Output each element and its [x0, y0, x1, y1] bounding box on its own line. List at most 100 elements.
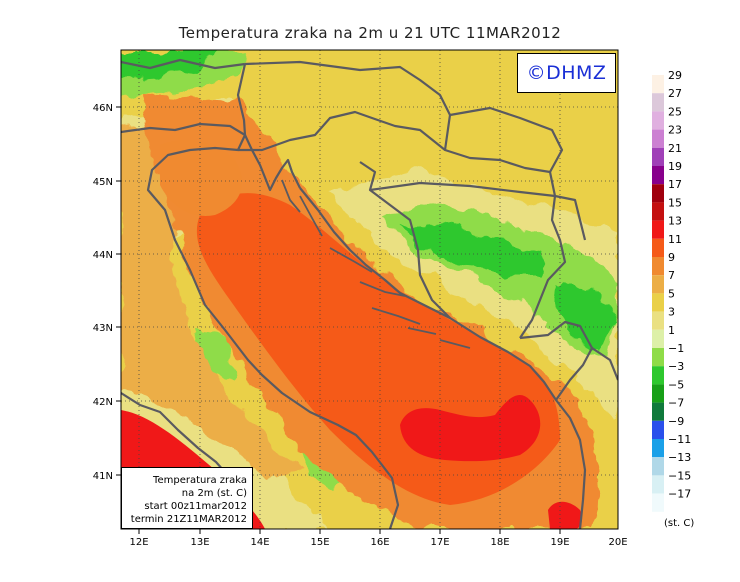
legend-swatch	[652, 348, 664, 367]
field-dark-green-alps	[121, 50, 220, 80]
legend-label: −11	[668, 433, 691, 446]
legend-unit: (st. C)	[664, 518, 695, 529]
legend-swatch	[652, 329, 664, 348]
legend-label: 21	[668, 142, 682, 155]
legend-swatch	[652, 402, 664, 421]
legend-swatch	[652, 420, 664, 439]
lon-label: 17E	[430, 537, 449, 548]
legend-label: 17	[668, 178, 682, 191]
legend-swatch	[652, 457, 664, 476]
legend-swatch	[652, 275, 664, 294]
coastline-italy	[121, 122, 400, 529]
legend-label: 13	[668, 215, 682, 228]
legend-swatch	[652, 111, 664, 130]
field-north-adriatic-warm	[160, 140, 243, 216]
legend-label: 3	[668, 306, 675, 319]
legend-label: 11	[668, 233, 682, 246]
legend-label: 29	[668, 69, 682, 82]
legend-swatch	[652, 311, 664, 330]
legend-swatch	[652, 366, 664, 385]
info-line-unit: na 2m (st. C)	[181, 488, 247, 499]
axis-ticks	[116, 106, 561, 534]
legend-label: 5	[668, 287, 675, 300]
coastlines	[121, 58, 618, 529]
border-kosovo-albania	[591, 347, 618, 381]
info-line-variable: Temperatura zraka	[153, 475, 247, 486]
info-line-start: start 00z11mar2012	[144, 501, 247, 512]
lon-label: 13E	[190, 537, 209, 548]
legend-label: 7	[668, 269, 675, 282]
border-slovenia-croatia	[238, 110, 587, 241]
lon-label: 16E	[370, 537, 389, 548]
field-red-albania-coast	[548, 501, 583, 529]
lat-label: 46N	[93, 103, 113, 114]
legend-swatch	[652, 257, 664, 276]
field-dark-green-bosnia	[400, 222, 545, 275]
lon-label: 18E	[490, 537, 509, 548]
border-bosnia-north	[369, 181, 556, 198]
legend-swatch	[652, 166, 664, 185]
lon-labels: 12E 13E 14E 15E 16E 17E 18E 19E 20E	[129, 537, 627, 548]
border-montenegro	[519, 320, 594, 401]
legend-swatch	[652, 475, 664, 494]
legend-swatch	[652, 75, 664, 94]
legend-label: −17	[668, 488, 691, 501]
lat-label: 45N	[93, 177, 113, 188]
lat-label: 42N	[93, 397, 113, 408]
islands	[281, 179, 471, 349]
graticule	[121, 50, 618, 529]
coastline-dalmatia	[299, 187, 587, 529]
field-dark-green-montenegro	[555, 285, 615, 350]
legend-label: 1	[668, 324, 675, 337]
legend-label: −13	[668, 451, 691, 464]
coastline-italy-heel	[121, 392, 233, 481]
border-italy-alps	[121, 58, 246, 70]
legend-swatch	[652, 293, 664, 312]
border-slovenia-italy	[236, 63, 247, 136]
info-box: Temperatura zraka na 2m (st. C) start 00…	[121, 467, 253, 529]
dhmz-logo: ©DHMZ	[517, 53, 616, 93]
border-bosnia-serbia	[519, 195, 567, 339]
legend-label: 23	[668, 124, 682, 137]
field-red-south-adriatic	[400, 395, 541, 462]
map-title: Temperatura zraka na 2m u 21 UTC 11MAR20…	[178, 24, 562, 42]
legend-label: −5	[668, 378, 684, 391]
legend-label: −1	[668, 342, 684, 355]
field-green-apennines	[195, 330, 235, 380]
lat-label: 44N	[93, 250, 113, 261]
legend-swatch	[652, 493, 664, 512]
info-line-termin: termin 21Z11MAR2012	[130, 514, 247, 525]
legend-swatch	[652, 238, 664, 257]
lat-label: 41N	[93, 471, 113, 482]
temperature-field	[121, 50, 618, 529]
legend-swatch	[652, 220, 664, 239]
legend-swatch	[652, 129, 664, 148]
border-hungary	[449, 106, 564, 173]
legend-swatch	[652, 439, 664, 458]
legend-label: −3	[668, 360, 684, 373]
lon-label: 14E	[250, 537, 269, 548]
border-austria	[244, 60, 452, 151]
lon-label: 19E	[550, 537, 569, 548]
lat-label: 43N	[93, 323, 113, 334]
legend-swatch	[652, 184, 664, 203]
legend-swatch	[652, 202, 664, 221]
legend-swatch	[652, 93, 664, 112]
legend-label: 15	[668, 196, 682, 209]
map-frame	[120, 49, 619, 530]
lon-label: 20E	[608, 537, 627, 548]
legend-swatch	[652, 147, 664, 166]
lon-label: 15E	[310, 537, 329, 548]
legend-label: 9	[668, 251, 675, 264]
lon-label: 12E	[129, 537, 148, 548]
legend-label: −7	[668, 397, 684, 410]
legend-swatch	[652, 384, 664, 403]
color-legend: 29 27 25 23 21 19 17 15 13 11 9 7 5 3 1 −1 −3 −5 −7 −9 −11 −1…	[652, 69, 691, 512]
lat-labels: 46N 45N 44N 43N 42N 41N	[93, 103, 113, 482]
legend-label: 27	[668, 87, 682, 100]
legend-label: 25	[668, 105, 682, 118]
coastline-istria	[244, 134, 301, 192]
legend-label: 19	[668, 160, 682, 173]
legend-label: −9	[668, 415, 684, 428]
